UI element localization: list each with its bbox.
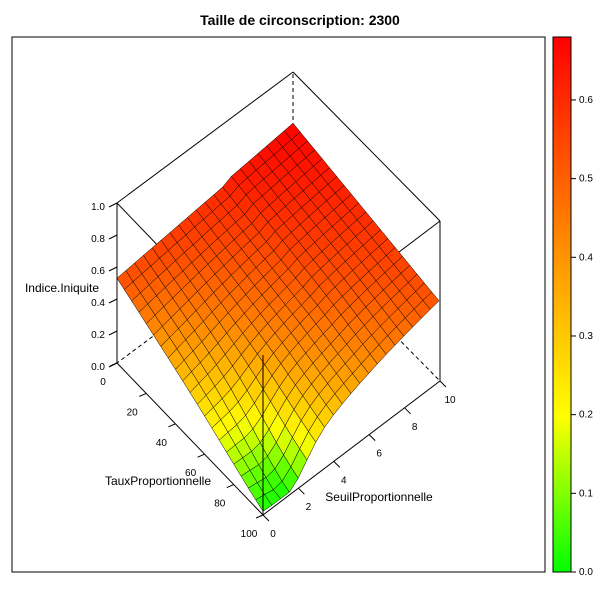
y-axis-label: SeuilProportionnelle (325, 490, 433, 504)
y-tick-label: 8 (412, 422, 418, 433)
x-tick-mark (139, 392, 147, 397)
key-tick-label: 0.4 (579, 252, 593, 263)
x-tick-mark (197, 453, 205, 458)
key-tick-label: 0.0 (579, 567, 593, 578)
y-tick-mark (368, 434, 376, 441)
z-tick-label: 0.8 (91, 234, 105, 245)
x-tick-label: 0 (100, 377, 106, 388)
z-tick-label: 0.6 (91, 266, 105, 277)
y-tick-mark (262, 514, 270, 522)
x-tick-mark (109, 362, 118, 367)
y-tick-label: 4 (341, 475, 347, 486)
z-tick-label: 1.0 (91, 202, 105, 213)
z-tick-mark (108, 330, 118, 336)
y-tick-mark (404, 407, 411, 415)
z-tick-mark (108, 202, 118, 208)
surface-facet (255, 494, 273, 512)
x-axis-label: TauxProportionnelle (105, 474, 211, 488)
surface-mesh (116, 122, 440, 512)
x-tick-mark (226, 484, 234, 489)
z-tick-mark (108, 234, 118, 240)
x-tick-label: 40 (156, 438, 168, 449)
x-tick-label: 80 (214, 499, 226, 510)
box-edge (116, 71, 294, 204)
plot-frame (11, 36, 546, 573)
y-axis-ticks: 0 2 4 6 8 10 (262, 380, 456, 540)
x-tick-label: 20 (127, 407, 139, 418)
y-tick-mark (333, 461, 341, 468)
key-tick-label: 0.1 (579, 488, 593, 499)
color-key-ticks: 0.0 0.1 0.2 0.3 0.4 0.5 0.6 (571, 95, 593, 578)
y-tick-label: 6 (376, 449, 382, 460)
key-tick-label: 0.5 (579, 174, 593, 185)
z-tick-label: 0.4 (91, 298, 105, 309)
z-tick-mark (108, 298, 118, 304)
x-tick-mark (255, 514, 264, 519)
z-axis-label: Indice.Iniquite (25, 281, 99, 295)
key-tick-label: 0.3 (579, 331, 593, 342)
front-box-edges (116, 203, 441, 516)
x-tick-mark (168, 423, 176, 428)
x-tick-label: 60 (185, 468, 197, 479)
chart-title: Taille de circonscription: 2300 (200, 12, 400, 28)
key-tick-label: 0.2 (579, 410, 593, 421)
z-tick-label: 0.2 (91, 330, 105, 341)
color-key-bar (552, 36, 572, 573)
x-axis-ticks: 0 20 40 60 80 100 (100, 362, 264, 540)
y-tick-mark (439, 380, 447, 388)
key-tick-label: 0.6 (579, 95, 593, 106)
box-edge (262, 380, 441, 516)
z-tick-mark (108, 266, 118, 272)
y-tick-label: 10 (444, 395, 456, 406)
x-tick-label: 100 (241, 529, 258, 540)
box-edge (116, 362, 264, 516)
box-edge (292, 71, 441, 222)
y-tick-label: 0 (270, 529, 276, 540)
y-tick-mark (298, 487, 305, 495)
z-tick-label: 0.0 (91, 362, 105, 373)
y-tick-label: 2 (306, 502, 312, 513)
